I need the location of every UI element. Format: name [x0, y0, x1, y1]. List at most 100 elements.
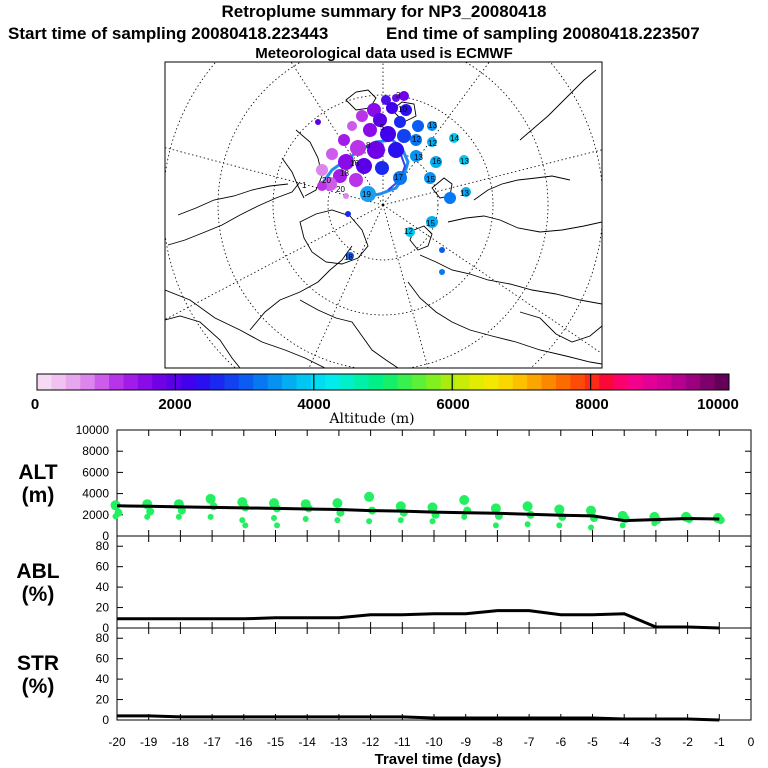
x-tick-label: -5: [587, 735, 598, 749]
x-tick-label: -18: [172, 735, 190, 749]
series-line-str: [117, 714, 720, 722]
altitude-cluster-dot: [239, 517, 246, 524]
colorbar-swatch: [642, 374, 658, 390]
plume-cluster: [315, 119, 321, 125]
series-line-alt: [116, 504, 720, 523]
plume-cluster: [349, 173, 363, 187]
cluster-label: 10: [398, 105, 407, 114]
x-tick-label: -2: [682, 735, 693, 749]
cluster-labels: 1 3 5 8 10 12 12 13 13 13 13 14 15 16 16…: [302, 91, 469, 262]
colorbar-swatch: [527, 374, 542, 390]
colorbar-swatch: [397, 374, 413, 390]
colorbar-swatch: [498, 374, 514, 390]
plume-cluster: [326, 148, 338, 160]
plume-cluster: [444, 192, 456, 204]
y-tick-label: 60: [96, 560, 110, 574]
plume-cluster: [400, 104, 412, 116]
altitude-cluster-dot: [364, 491, 375, 502]
y-tick-label: 40: [96, 672, 110, 686]
latitude-circles: [165, 62, 602, 368]
altitude-cluster-dot: [177, 506, 186, 515]
plume-cluster: [427, 121, 437, 131]
y-tick-label: 20: [96, 601, 110, 615]
y-tick-label: 10000: [76, 423, 110, 437]
figure-title: Retroplume summary for NP3_20080418: [221, 2, 547, 21]
x-tick-label: -8: [492, 735, 503, 749]
altitude-cluster-dot: [112, 513, 119, 520]
x-tick-label: -13: [330, 735, 348, 749]
cluster-label: 13: [428, 121, 437, 130]
x-tick-label: -9: [460, 735, 471, 749]
x-tick-label: -16: [235, 735, 253, 749]
plume-cluster: [393, 171, 407, 185]
x-tick-label: -4: [619, 735, 630, 749]
altitude-cluster-dot: [110, 500, 121, 511]
colorbar-swatch: [354, 374, 369, 390]
colorbar-swatch: [483, 374, 499, 390]
plume-cluster: [381, 95, 391, 105]
cluster-label: 16: [432, 157, 441, 166]
colorbar-swatch: [426, 374, 442, 390]
colorbar-swatch: [714, 374, 730, 390]
cluster-label: 3: [396, 91, 401, 100]
cluster-label: 15: [426, 219, 435, 228]
plume-cluster: [412, 120, 424, 132]
plume-cluster: [375, 161, 389, 175]
colorbar-swatch: [440, 374, 456, 390]
altitude-cluster-dot: [271, 515, 277, 521]
plume-cluster: [410, 134, 422, 146]
y-tick-label: 8000: [82, 444, 109, 458]
plume-cluster: [347, 121, 357, 131]
colorbar-swatch: [51, 374, 67, 390]
altitude-cluster-dot: [651, 520, 658, 527]
colorbar-tick-label: 4000: [297, 396, 330, 413]
plume-cluster: [386, 102, 398, 114]
altitude-cluster-dot: [427, 502, 438, 513]
altitude-cluster-dot: [586, 505, 596, 516]
altitude-cluster-dot: [334, 517, 341, 524]
colorbar-swatch: [137, 374, 153, 390]
colorbar-swatch: [166, 374, 182, 390]
cluster-label: 19: [362, 190, 371, 199]
colorbar-swatch: [325, 374, 341, 390]
altitude-cluster-dot: [144, 513, 151, 520]
x-tick-label: -10: [425, 735, 443, 749]
x-tick-label: -7: [524, 735, 535, 749]
colorbar-swatch: [671, 374, 687, 390]
colorbar-swatch: [368, 374, 384, 390]
colorbar-tick-label: 2000: [158, 396, 191, 413]
colorbar-swatch: [613, 374, 629, 390]
plume-cluster: [439, 269, 445, 275]
y-tick-label: 2000: [82, 508, 109, 522]
cluster-label: 16: [350, 159, 359, 168]
colorbar-swatch: [80, 374, 96, 390]
altitude-cluster-dot: [461, 513, 468, 520]
y-tick-label: 80: [96, 631, 110, 645]
cluster-label: 18: [340, 169, 349, 178]
y-tick-label: 0: [102, 713, 109, 727]
colorbar-swatch: [37, 374, 52, 390]
y-tick-label: 80: [96, 539, 110, 553]
plume-cluster: [388, 142, 404, 158]
cluster-label: 14: [450, 134, 459, 143]
y-tick-label: 60: [96, 652, 110, 666]
x-tick-label: -19: [140, 735, 158, 749]
cluster-label: 8: [366, 141, 371, 150]
colorbar-tick-label: 10000: [697, 396, 739, 413]
colorbar-swatch: [628, 374, 643, 390]
plume-cluster: [338, 154, 354, 170]
x-tick-label: -3: [651, 735, 662, 749]
cluster-label: 1: [302, 181, 307, 190]
y-tick-label: 6000: [82, 465, 109, 479]
panel-ylabel: (%): [22, 583, 55, 606]
plume-cluster: [346, 252, 354, 260]
colorbar-swatch: [556, 374, 571, 390]
altitude-cluster-dot: [207, 513, 214, 520]
plume-cluster: [459, 155, 469, 165]
altitude-cluster-dot: [175, 513, 182, 520]
colorbar-swatch: [238, 374, 254, 390]
colorbar-swatch: [195, 374, 211, 390]
plume-cluster: [410, 150, 422, 162]
panel-ylabel: ABL: [16, 560, 59, 583]
plume-cluster: [350, 140, 366, 156]
